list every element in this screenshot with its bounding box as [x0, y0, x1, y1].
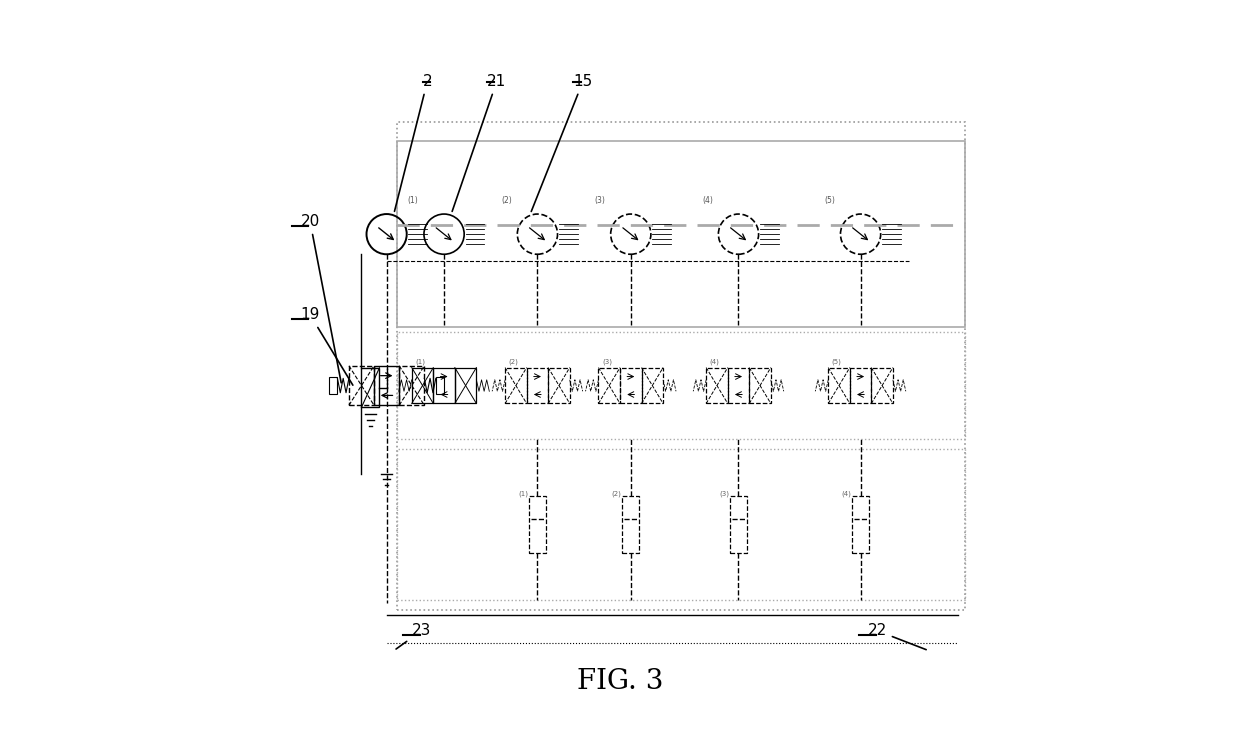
- Bar: [528, 496, 546, 553]
- Bar: [505, 367, 527, 403]
- Bar: [348, 366, 374, 406]
- Bar: [397, 141, 965, 327]
- Bar: [849, 367, 872, 403]
- Bar: [397, 332, 965, 439]
- Text: (2): (2): [611, 491, 621, 498]
- Text: 19: 19: [300, 307, 353, 385]
- Bar: [641, 367, 663, 403]
- Bar: [433, 367, 455, 403]
- Bar: [435, 377, 444, 394]
- Bar: [329, 377, 337, 394]
- Text: (4): (4): [709, 359, 719, 365]
- Text: (4): (4): [702, 196, 713, 205]
- Bar: [548, 367, 569, 403]
- Bar: [622, 496, 640, 553]
- Text: (1): (1): [518, 491, 528, 498]
- Text: 20: 20: [300, 214, 341, 383]
- Text: (1): (1): [415, 359, 425, 365]
- Text: (3): (3): [719, 491, 729, 498]
- Text: (3): (3): [603, 359, 613, 365]
- Bar: [749, 367, 771, 403]
- Text: (3): (3): [594, 196, 605, 205]
- Text: (2): (2): [501, 196, 512, 205]
- Text: (5): (5): [825, 196, 835, 205]
- Bar: [527, 367, 548, 403]
- Bar: [620, 367, 641, 403]
- Text: 22: 22: [868, 623, 926, 650]
- Bar: [872, 367, 893, 403]
- Text: (4): (4): [841, 491, 851, 498]
- Bar: [730, 496, 748, 553]
- Text: (2): (2): [508, 359, 518, 365]
- Bar: [397, 449, 965, 600]
- Bar: [828, 367, 849, 403]
- Bar: [706, 367, 728, 403]
- Bar: [852, 496, 869, 553]
- Text: 2: 2: [394, 74, 433, 212]
- Bar: [599, 367, 620, 403]
- Text: (1): (1): [408, 196, 419, 205]
- Text: 21: 21: [453, 74, 506, 212]
- Text: 15: 15: [531, 74, 593, 212]
- Bar: [728, 367, 749, 403]
- Bar: [455, 367, 476, 403]
- Bar: [374, 366, 399, 406]
- Text: (5): (5): [832, 359, 842, 365]
- Text: 23: 23: [396, 623, 432, 649]
- Bar: [362, 367, 379, 407]
- Bar: [412, 367, 433, 403]
- Text: FIG. 3: FIG. 3: [577, 668, 663, 695]
- Bar: [399, 366, 424, 406]
